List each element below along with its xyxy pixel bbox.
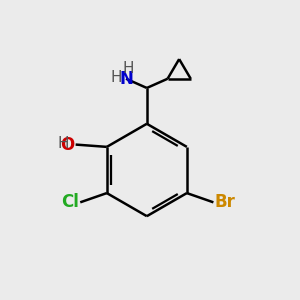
Text: H: H bbox=[123, 61, 134, 76]
Text: N: N bbox=[119, 70, 133, 88]
Text: H: H bbox=[111, 70, 122, 85]
Text: Br: Br bbox=[214, 193, 236, 211]
Text: Cl: Cl bbox=[61, 193, 79, 211]
Text: H: H bbox=[57, 136, 69, 151]
Text: O: O bbox=[60, 136, 74, 154]
